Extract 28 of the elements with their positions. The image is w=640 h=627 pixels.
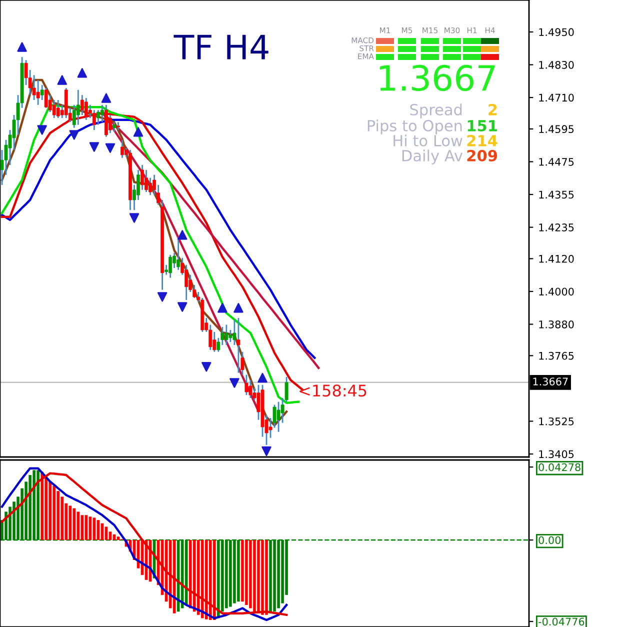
y-tick-label: 1.3405 (539, 450, 574, 458)
text: 151 (468, 120, 497, 132)
text: Hi to Low (394, 134, 462, 146)
y-tick-label: 1.4000 (539, 288, 574, 296)
y-tick-label: 1.3880 (539, 320, 574, 328)
text: TF H4 (174, 34, 268, 60)
text: 1.3667 (380, 64, 495, 92)
text: 2 (488, 104, 497, 116)
y-tick-label: 1.4595 (539, 125, 574, 134)
y-tick-label: 0.00 (538, 536, 561, 544)
y-tick-label: 1.4950 (539, 28, 574, 36)
annotation: <158:45 (300, 384, 366, 397)
text: 209 (467, 150, 498, 162)
text: Spread (410, 104, 462, 118)
y-tick-label: 1.4830 (539, 60, 574, 69)
text: Pips to Open (368, 120, 462, 134)
y-tick-label: 1.3765 (539, 352, 574, 360)
y-tick-label: 0.04278 (538, 463, 580, 472)
ref-line-label: 1.3667 (533, 378, 568, 386)
y-tick-label: 1.4235 (539, 223, 574, 232)
y-tick-label: 1.4355 (539, 190, 574, 199)
y-tick-label: 1.3525 (539, 417, 574, 426)
y-tick-label: 1.4120 (539, 254, 574, 263)
y-tick-label: -0.04776 (538, 618, 584, 626)
y-tick-label: 1.4475 (539, 158, 574, 166)
y-tick-label: 1.4710 (539, 94, 574, 102)
text: 214 (467, 134, 498, 146)
text: Daily Av (402, 150, 463, 164)
